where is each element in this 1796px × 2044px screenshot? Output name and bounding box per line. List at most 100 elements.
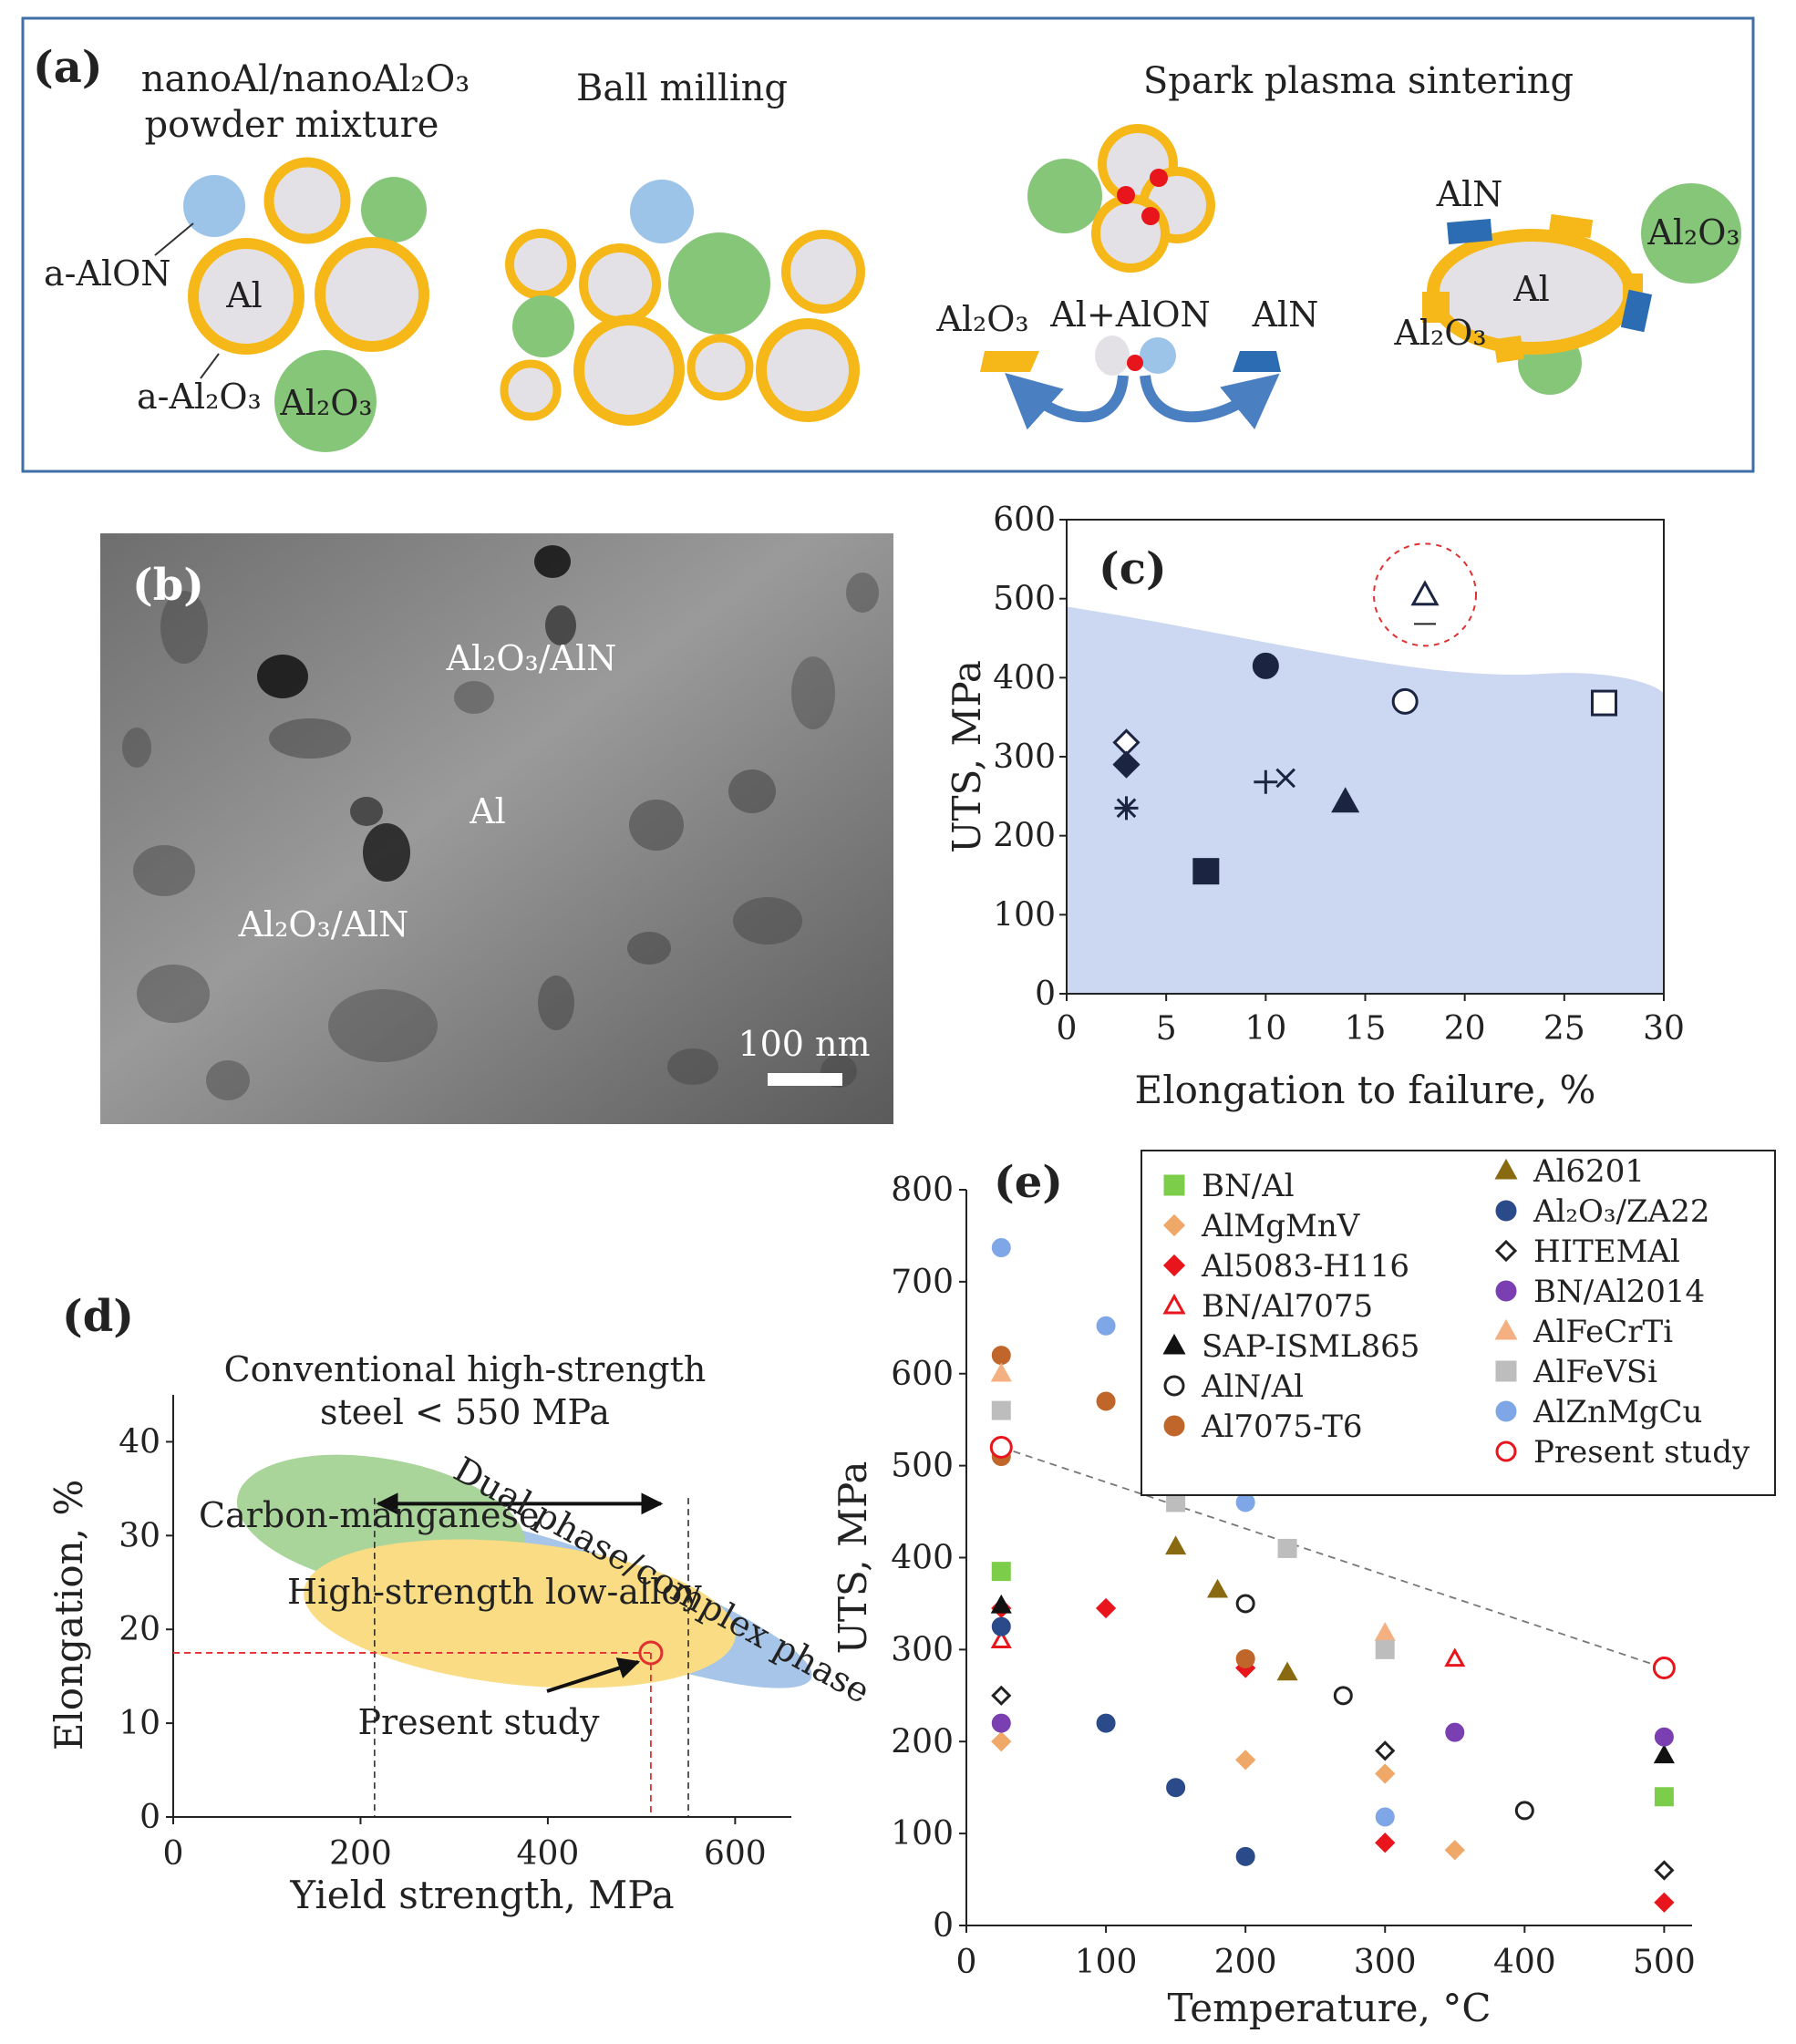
point-e-3 xyxy=(1444,1647,1466,1667)
highlight-circle-c xyxy=(1373,542,1477,647)
point-e-4 xyxy=(990,1594,1012,1614)
x-tick-label-c: 30 xyxy=(1643,1010,1685,1048)
label-sps-al2o3: Al₂O₃ xyxy=(935,299,1028,339)
point-e-7 xyxy=(1206,1578,1229,1598)
legend-marker-e-10 xyxy=(1495,1280,1517,1302)
point-e-1 xyxy=(1444,1840,1465,1861)
x-axis-title-e: Temperature, °C xyxy=(1168,1986,1492,2030)
point-e-13 xyxy=(1096,1316,1116,1336)
point-e-10 xyxy=(991,1713,1011,1733)
panel-a: (a) nanoAl/nanoAl₂O₃ powder mixture Ball… xyxy=(21,16,1755,473)
point-e-12 xyxy=(1277,1538,1297,1558)
point-e-2 xyxy=(1654,1892,1675,1913)
x-tick-label-d: 400 xyxy=(517,1835,580,1873)
panel-a-label: (a) xyxy=(33,42,103,93)
y-tick-label-e: 800 xyxy=(891,1172,954,1209)
y-tick-label-c: 400 xyxy=(993,659,1056,697)
point-e-7 xyxy=(1276,1661,1298,1681)
point-e-11 xyxy=(1374,1622,1396,1641)
y-tick-label-e: 200 xyxy=(891,1723,954,1760)
point-c-triangle-filled xyxy=(1331,787,1360,813)
point-e-9 xyxy=(1375,1740,1396,1761)
point-e-8 xyxy=(991,1616,1011,1636)
label-aln: AlN xyxy=(1252,294,1319,335)
x-tick-label-d: 0 xyxy=(163,1835,184,1873)
legend-marker-e-4 xyxy=(1162,1333,1186,1355)
label-al: Al xyxy=(225,275,263,315)
point-c-circle-open xyxy=(1391,687,1419,715)
panel-e-label: (e) xyxy=(994,1157,1063,1208)
point-e-11 xyxy=(990,1362,1012,1382)
point-e-1 xyxy=(991,1731,1012,1752)
legend-label-e-6: Al7075-T6 xyxy=(1201,1409,1363,1445)
legend-marker-e-5 xyxy=(1163,1375,1185,1397)
point-e-1 xyxy=(1375,1763,1396,1784)
al-particle xyxy=(315,237,429,352)
y-tick-label-c: 600 xyxy=(993,501,1056,539)
caption-sps: Spark plasma sintering xyxy=(1143,60,1574,102)
legend-e xyxy=(1141,1150,1776,1496)
label-hsla: High-strength low-alloy xyxy=(287,1572,702,1612)
label-b-al2o3-aln-bottom: Al₂O₃/AlN xyxy=(238,904,409,945)
point-e-3 xyxy=(990,1629,1012,1648)
point-e-14 xyxy=(1652,1657,1676,1680)
y-tick-label-e: 0 xyxy=(933,1907,954,1945)
al-particle-main xyxy=(188,238,304,355)
x-tick-label-c: 20 xyxy=(1444,1010,1486,1048)
caption-powder-mixture-2: powder mixture xyxy=(145,104,439,146)
x-axis-title-c: Elongation to failure, % xyxy=(1135,1068,1596,1112)
al2o3-product xyxy=(980,351,1039,372)
x-tick-label-c: 15 xyxy=(1345,1010,1387,1048)
trend-line-e xyxy=(1000,1446,1665,1669)
legend-marker-e-6 xyxy=(1163,1415,1185,1437)
point-e-6 xyxy=(1235,1648,1255,1668)
chart-d: 0 200 400 600 0 10 20 30 40 Yield strength, MPa El… xyxy=(46,1349,877,1917)
annotation-line-1: Conventional high-strength xyxy=(224,1349,707,1389)
y-tick-label-c: 100 xyxy=(993,896,1056,934)
legend-marker-e-8 xyxy=(1495,1200,1517,1222)
al-particle xyxy=(263,157,351,244)
x-tick-label-e: 500 xyxy=(1633,1944,1696,1981)
y-tick-label-c: 200 xyxy=(993,818,1056,855)
y-tick-label-e: 700 xyxy=(891,1264,954,1301)
label-final-al2o3-left: Al₂O₃ xyxy=(1393,313,1486,353)
point-e-13 xyxy=(1375,1807,1395,1827)
y-axis-title-c: UTS, MPa xyxy=(944,660,989,853)
legend-marker-e-14 xyxy=(1495,1440,1517,1462)
point-c-asterisk xyxy=(1114,796,1139,821)
x-tick-label-e: 0 xyxy=(956,1944,977,1981)
y-axis-title-e: UTS, MPa xyxy=(831,1461,875,1655)
y-tick-label-c: 0 xyxy=(1035,976,1056,1013)
x-tick-label-c: 0 xyxy=(1057,1010,1078,1048)
x-tick-label-d: 600 xyxy=(704,1835,767,1873)
point-c-diamond-filled xyxy=(1112,750,1141,779)
legend-label-e-5: AlN/Al xyxy=(1201,1368,1304,1405)
point-c-plus xyxy=(1254,769,1278,794)
x-tick-label-e: 200 xyxy=(1214,1944,1277,1981)
y-tick-label-d: 40 xyxy=(119,1423,160,1461)
label-al2o3: Al₂O₃ xyxy=(279,383,372,423)
legend-label-e-8: Al₂O₃/ZA22 xyxy=(1533,1193,1709,1230)
point-e-12 xyxy=(991,1400,1011,1420)
point-e-5 xyxy=(1514,1801,1534,1821)
y-tick-label-d: 20 xyxy=(119,1611,160,1648)
label-final-al2o3-right: Al₂O₃ xyxy=(1646,212,1739,253)
legend-label-e-14: Present study xyxy=(1533,1434,1750,1471)
y-tick-label-e: 500 xyxy=(891,1448,954,1485)
point-e-6 xyxy=(1096,1391,1116,1411)
legend-marker-e-13 xyxy=(1495,1400,1517,1422)
legend-label-e-12: AlFeVSi xyxy=(1533,1354,1657,1390)
point-e-5 xyxy=(1235,1594,1255,1614)
chart-e: 0 100 200 300 400 500 0 100 200 300 400 500 600 700 80… xyxy=(831,1150,1776,2030)
point-e-14 xyxy=(989,1435,1013,1459)
x-tick-label-e: 400 xyxy=(1493,1944,1556,1981)
point-e-8 xyxy=(1235,1846,1255,1866)
point-e-12 xyxy=(1166,1492,1186,1512)
legend-label-e-10: BN/Al2014 xyxy=(1533,1274,1705,1310)
point-e-10 xyxy=(1445,1722,1465,1742)
legend-marker-e-1 xyxy=(1162,1213,1186,1237)
alumina-particle xyxy=(274,350,377,452)
x-tick-label-e: 100 xyxy=(1075,1944,1138,1981)
x-axis-title-d: Yield strength, MPa xyxy=(289,1873,674,1917)
legend-label-e-7: Al6201 xyxy=(1533,1153,1645,1190)
